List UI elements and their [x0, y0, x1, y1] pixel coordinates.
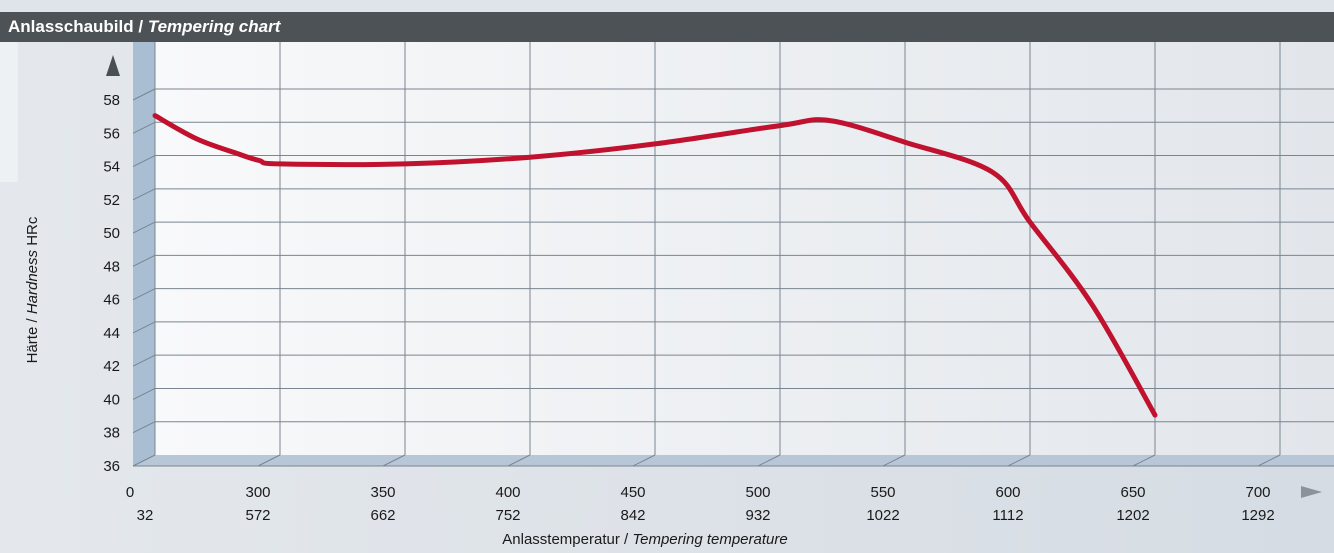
x-tick-c-500: 500: [745, 484, 770, 501]
x-tick-c-700: 700: [1245, 484, 1270, 501]
floor-line-350: [382, 454, 406, 467]
plot-area: [155, 42, 1334, 455]
x-axis-label-en: Tempering temperature: [632, 531, 787, 548]
x-tick-c-300: 300: [245, 484, 270, 501]
gridline-wall-52: [132, 188, 156, 201]
x-tick-labels-celsius: 0 300 350 400 450 500 550 600 650 700: [126, 484, 1271, 501]
hardness-curve: [152, 113, 1158, 418]
x-tick-f-1022: 1022: [866, 507, 899, 524]
x-tick-f-1112: 1112: [992, 507, 1023, 524]
y-axis-label-sep: /: [24, 314, 41, 327]
x-tick-f-842: 842: [620, 507, 645, 524]
x-tick-labels-fahrenheit: 32 572 662 752 842 932 1022 1112 1202 1292: [137, 507, 1275, 524]
floor-line-650: [1132, 454, 1156, 467]
floor-line-500: [757, 454, 781, 467]
y-tick-40: 40: [103, 391, 120, 408]
x-tick-c-450: 450: [620, 484, 645, 501]
x-tick-f-752: 752: [495, 507, 520, 524]
gridline-wall-40: [132, 388, 156, 400]
horizontal-gridlines: [132, 88, 1334, 467]
floor-tick-lines: [133, 454, 1334, 467]
floor-line-600: [1007, 454, 1031, 467]
y-tick-50: 50: [103, 225, 120, 242]
gridline-wall-42: [132, 354, 156, 367]
x-tick-c-600: 600: [995, 484, 1020, 501]
gridline-wall-54: [132, 155, 156, 167]
gridline-wall-58: [132, 88, 156, 101]
y-tick-36: 36: [103, 458, 120, 475]
y-tick-56: 56: [103, 125, 120, 142]
x-tick-f-1292: 1292: [1241, 507, 1274, 524]
vertical-gridlines: [154, 42, 1281, 455]
x-axis-label: Anlasstemperatur / Tempering temperature: [502, 531, 787, 548]
y-axis-label-en: Hardness: [24, 249, 41, 314]
chart-header: Anlasschaubild / Tempering chart: [0, 12, 1334, 42]
x-tick-f-662: 662: [370, 507, 395, 524]
x-tick-c-650: 650: [1120, 484, 1145, 501]
left-edge-highlight: [0, 42, 18, 182]
y-tick-labels: 58 56 54 52 50 48 46 44 42 40 38 36: [103, 92, 120, 475]
y-axis-arrow-icon: [106, 55, 120, 76]
y-tick-48: 48: [103, 258, 120, 275]
gridline-wall-36: [132, 454, 156, 467]
gridline-wall-56: [132, 121, 156, 134]
chart-title-de: Anlasschaubild: [8, 17, 134, 36]
y-tick-44: 44: [103, 325, 120, 342]
y-tick-54: 54: [103, 159, 120, 176]
y-axis-label-unit: HRc: [24, 216, 41, 246]
chart-title-separator: /: [133, 17, 148, 36]
x-axis-label-sep: /: [620, 531, 633, 548]
x-tick-f-572: 572: [245, 507, 270, 524]
x-axis-floor: [133, 455, 1334, 466]
x-tick-c-400: 400: [495, 484, 520, 501]
floor-line-550: [882, 454, 906, 467]
y-axis-label-de: Härte: [24, 327, 41, 364]
x-tick-c-350: 350: [370, 484, 395, 501]
x-axis-label-de: Anlasstemperatur: [502, 531, 620, 548]
floor-line-700: [1257, 454, 1281, 467]
x-tick-c-550: 550: [870, 484, 895, 501]
y-axis-label: Härte / Hardness HRc: [24, 216, 41, 363]
chart-title-en: Tempering chart: [147, 17, 281, 36]
y-tick-38: 38: [103, 425, 120, 442]
floor-line-400: [507, 454, 531, 467]
x-tick-c-0: 0: [126, 484, 134, 501]
y-tick-46: 46: [103, 292, 120, 309]
x-tick-f-32: 32: [137, 507, 154, 524]
y-tick-52: 52: [103, 192, 120, 209]
y-tick-58: 58: [103, 92, 120, 109]
x-tick-f-932: 932: [745, 507, 770, 524]
y-axis-wall: [133, 42, 155, 466]
x-tick-f-1202: 1202: [1116, 507, 1149, 524]
gridline-wall-46: [132, 288, 156, 301]
floor-line-450: [632, 454, 656, 467]
floor-line-300: [257, 454, 281, 467]
x-axis-arrow-icon: [1301, 486, 1322, 498]
chart-title: Anlasschaubild / Tempering chart: [0, 17, 280, 36]
y-tick-42: 42: [103, 358, 120, 375]
gridline-wall-44: [132, 321, 156, 334]
gridline-wall-38: [132, 421, 156, 434]
gridline-wall-50: [132, 221, 156, 234]
gridline-wall-48: [132, 254, 156, 267]
